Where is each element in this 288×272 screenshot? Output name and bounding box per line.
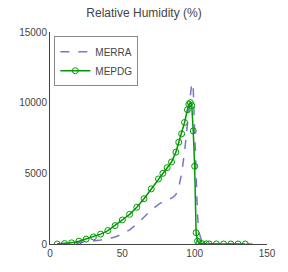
svg-text:15000: 15000: [19, 27, 47, 38]
svg-text:0: 0: [41, 239, 47, 250]
svg-text:MERRA: MERRA: [95, 47, 131, 58]
svg-text:10000: 10000: [19, 97, 47, 108]
svg-text:100: 100: [186, 248, 203, 259]
svg-text:0: 0: [47, 248, 53, 259]
svg-text:150: 150: [259, 248, 276, 259]
svg-text:50: 50: [117, 248, 129, 259]
svg-text:MEPDG: MEPDG: [95, 66, 132, 77]
svg-text:5000: 5000: [25, 168, 48, 179]
svg-text:Relative Humidity (%): Relative Humidity (%): [86, 6, 201, 20]
